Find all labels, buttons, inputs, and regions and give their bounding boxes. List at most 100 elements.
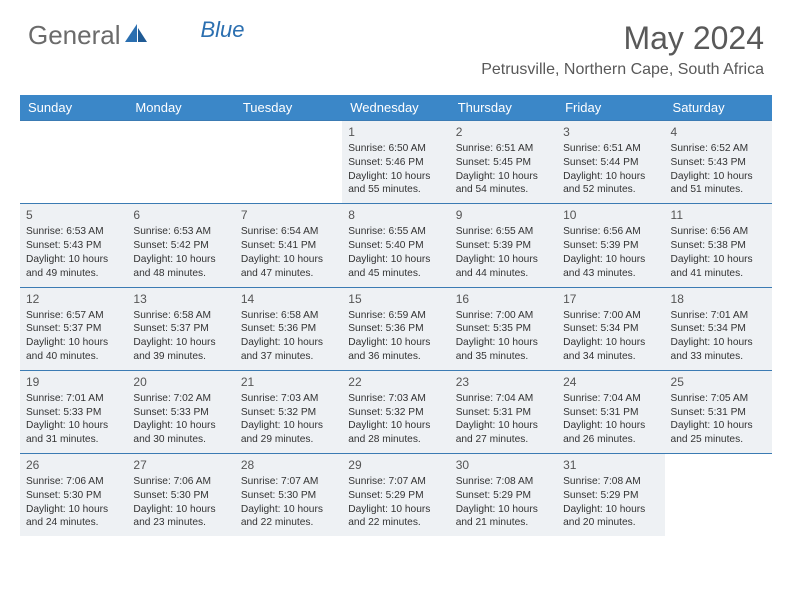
day-number: 20 [133, 374, 228, 390]
day-info: Sunrise: 7:01 AMSunset: 5:33 PMDaylight:… [26, 392, 121, 447]
day-cell: 23 Sunrise: 7:04 AMSunset: 5:31 PMDayligh… [450, 370, 557, 453]
week-row: 5Sunrise: 6:53 AMSunset: 5:43 PMDaylight… [20, 204, 772, 287]
day-number: 23 [456, 374, 551, 390]
day-cell: 8Sunrise: 6:55 AMSunset: 5:40 PMDaylight… [342, 204, 449, 287]
sail-icon [123, 22, 149, 49]
logo-text-general: General [28, 20, 121, 51]
day-header: Monday [127, 95, 234, 121]
day-info: Sunrise: 6:56 AMSunset: 5:38 PMDaylight:… [671, 225, 766, 280]
day-number: 12 [26, 291, 121, 307]
calendar-body: 1 Sunrise: 6:50 AMSunset: 5:46 PMDaylight… [20, 121, 772, 537]
day-cell: 5Sunrise: 6:53 AMSunset: 5:43 PMDaylight… [20, 204, 127, 287]
day-info: Sunrise: 7:03 AMSunset: 5:32 PMDaylight:… [241, 392, 336, 447]
day-cell: 22 Sunrise: 7:03 AMSunset: 5:32 PMDayligh… [342, 370, 449, 453]
day-info: Sunrise: 7:06 AMSunset: 5:30 PMDaylight:… [133, 475, 228, 530]
day-number: 19 [26, 374, 121, 390]
day-info: Sunrise: 7:01 AMSunset: 5:34 PMDaylight:… [671, 309, 766, 364]
day-cell: 2 Sunrise: 6:51 AMSunset: 5:45 PMDaylight… [450, 121, 557, 204]
day-info: Sunrise: 6:58 AMSunset: 5:37 PMDaylight:… [133, 309, 228, 364]
day-header-row: Sunday Monday Tuesday Wednesday Thursday… [20, 95, 772, 121]
day-cell: 7Sunrise: 6:54 AMSunset: 5:41 PMDaylight… [235, 204, 342, 287]
day-info: Sunrise: 6:55 AMSunset: 5:39 PMDaylight:… [456, 225, 551, 280]
day-info: Sunrise: 7:05 AMSunset: 5:31 PMDaylight:… [671, 392, 766, 447]
day-cell: 26Sunrise: 7:06 AMSunset: 5:30 PMDayligh… [20, 454, 127, 537]
title-block: May 2024 Petrusville, Northern Cape, Sou… [481, 20, 764, 79]
day-cell [665, 454, 772, 537]
day-cell: 12Sunrise: 6:57 AMSunset: 5:37 PMDayligh… [20, 287, 127, 370]
day-number: 8 [348, 207, 443, 223]
day-number: 28 [241, 457, 336, 473]
day-cell: 20Sunrise: 7:02 AMSunset: 5:33 PMDayligh… [127, 370, 234, 453]
day-info: Sunrise: 6:53 AMSunset: 5:42 PMDaylight:… [133, 225, 228, 280]
week-row: 1 Sunrise: 6:50 AMSunset: 5:46 PMDaylight… [20, 121, 772, 204]
day-number: 11 [671, 207, 766, 223]
day-cell [235, 121, 342, 204]
day-info: Sunrise: 6:56 AMSunset: 5:39 PMDaylight:… [563, 225, 658, 280]
day-number: 14 [241, 291, 336, 307]
day-cell: 30 Sunrise: 7:08 AMSunset: 5:29 PMDayligh… [450, 454, 557, 537]
day-number: 4 [671, 124, 766, 140]
day-cell: 10 Sunrise: 6:56 AMSunset: 5:39 PMDayligh… [557, 204, 664, 287]
day-info: Sunrise: 6:52 AMSunset: 5:43 PMDaylight:… [671, 142, 766, 197]
day-number: 17 [563, 291, 658, 307]
day-cell [20, 121, 127, 204]
day-cell: 24 Sunrise: 7:04 AMSunset: 5:31 PMDayligh… [557, 370, 664, 453]
day-cell: 1 Sunrise: 6:50 AMSunset: 5:46 PMDaylight… [342, 121, 449, 204]
day-cell: 29Sunrise: 7:07 AMSunset: 5:29 PMDayligh… [342, 454, 449, 537]
day-info: Sunrise: 6:50 AMSunset: 5:46 PMDaylight:… [348, 142, 443, 197]
day-cell: 31 Sunrise: 7:08 AMSunset: 5:29 PMDayligh… [557, 454, 664, 537]
day-number: 1 [348, 124, 443, 140]
day-number: 27 [133, 457, 228, 473]
day-info: Sunrise: 6:51 AMSunset: 5:45 PMDaylight:… [456, 142, 551, 197]
day-cell: 21 Sunrise: 7:03 AMSunset: 5:32 PMDayligh… [235, 370, 342, 453]
calendar-table: Sunday Monday Tuesday Wednesday Thursday… [20, 95, 772, 536]
week-row: 12Sunrise: 6:57 AMSunset: 5:37 PMDayligh… [20, 287, 772, 370]
day-cell: 4 Sunrise: 6:52 AMSunset: 5:43 PMDaylight… [665, 121, 772, 204]
day-info: Sunrise: 7:03 AMSunset: 5:32 PMDaylight:… [348, 392, 443, 447]
day-cell: 9 Sunrise: 6:55 AMSunset: 5:39 PMDaylight… [450, 204, 557, 287]
page-header: General Blue May 2024 Petrusville, North… [0, 0, 792, 87]
logo-text-blue: Blue [201, 17, 245, 43]
day-cell: 15Sunrise: 6:59 AMSunset: 5:36 PMDayligh… [342, 287, 449, 370]
day-cell: 6Sunrise: 6:53 AMSunset: 5:42 PMDaylight… [127, 204, 234, 287]
day-number: 2 [456, 124, 551, 140]
day-cell: 19 Sunrise: 7:01 AMSunset: 5:33 PMDayligh… [20, 370, 127, 453]
month-title: May 2024 [481, 20, 764, 57]
day-cell: 11 Sunrise: 6:56 AMSunset: 5:38 PMDayligh… [665, 204, 772, 287]
day-header: Wednesday [342, 95, 449, 121]
day-cell: 14Sunrise: 6:58 AMSunset: 5:36 PMDayligh… [235, 287, 342, 370]
day-number: 29 [348, 457, 443, 473]
day-header: Sunday [20, 95, 127, 121]
day-cell: 3 Sunrise: 6:51 AMSunset: 5:44 PMDaylight… [557, 121, 664, 204]
day-info: Sunrise: 7:06 AMSunset: 5:30 PMDaylight:… [26, 475, 121, 530]
day-number: 24 [563, 374, 658, 390]
day-number: 3 [563, 124, 658, 140]
day-info: Sunrise: 7:07 AMSunset: 5:30 PMDaylight:… [241, 475, 336, 530]
day-cell: 13Sunrise: 6:58 AMSunset: 5:37 PMDayligh… [127, 287, 234, 370]
day-number: 31 [563, 457, 658, 473]
week-row: 26Sunrise: 7:06 AMSunset: 5:30 PMDayligh… [20, 454, 772, 537]
day-info: Sunrise: 7:04 AMSunset: 5:31 PMDaylight:… [456, 392, 551, 447]
day-info: Sunrise: 6:51 AMSunset: 5:44 PMDaylight:… [563, 142, 658, 197]
location-subtitle: Petrusville, Northern Cape, South Africa [481, 61, 764, 79]
day-number: 10 [563, 207, 658, 223]
day-header: Saturday [665, 95, 772, 121]
day-info: Sunrise: 7:00 AMSunset: 5:35 PMDaylight:… [456, 309, 551, 364]
day-info: Sunrise: 7:04 AMSunset: 5:31 PMDaylight:… [563, 392, 658, 447]
day-header: Friday [557, 95, 664, 121]
day-number: 21 [241, 374, 336, 390]
day-number: 30 [456, 457, 551, 473]
day-info: Sunrise: 7:08 AMSunset: 5:29 PMDaylight:… [456, 475, 551, 530]
day-cell: 16 Sunrise: 7:00 AMSunset: 5:35 PMDayligh… [450, 287, 557, 370]
day-number: 9 [456, 207, 551, 223]
day-cell: 25 Sunrise: 7:05 AMSunset: 5:31 PMDayligh… [665, 370, 772, 453]
day-number: 15 [348, 291, 443, 307]
day-number: 16 [456, 291, 551, 307]
day-cell: 18Sunrise: 7:01 AMSunset: 5:34 PMDayligh… [665, 287, 772, 370]
day-number: 22 [348, 374, 443, 390]
day-cell: 17Sunrise: 7:00 AMSunset: 5:34 PMDayligh… [557, 287, 664, 370]
day-info: Sunrise: 6:53 AMSunset: 5:43 PMDaylight:… [26, 225, 121, 280]
day-number: 25 [671, 374, 766, 390]
day-info: Sunrise: 7:08 AMSunset: 5:29 PMDaylight:… [563, 475, 658, 530]
logo: General Blue [28, 20, 245, 51]
